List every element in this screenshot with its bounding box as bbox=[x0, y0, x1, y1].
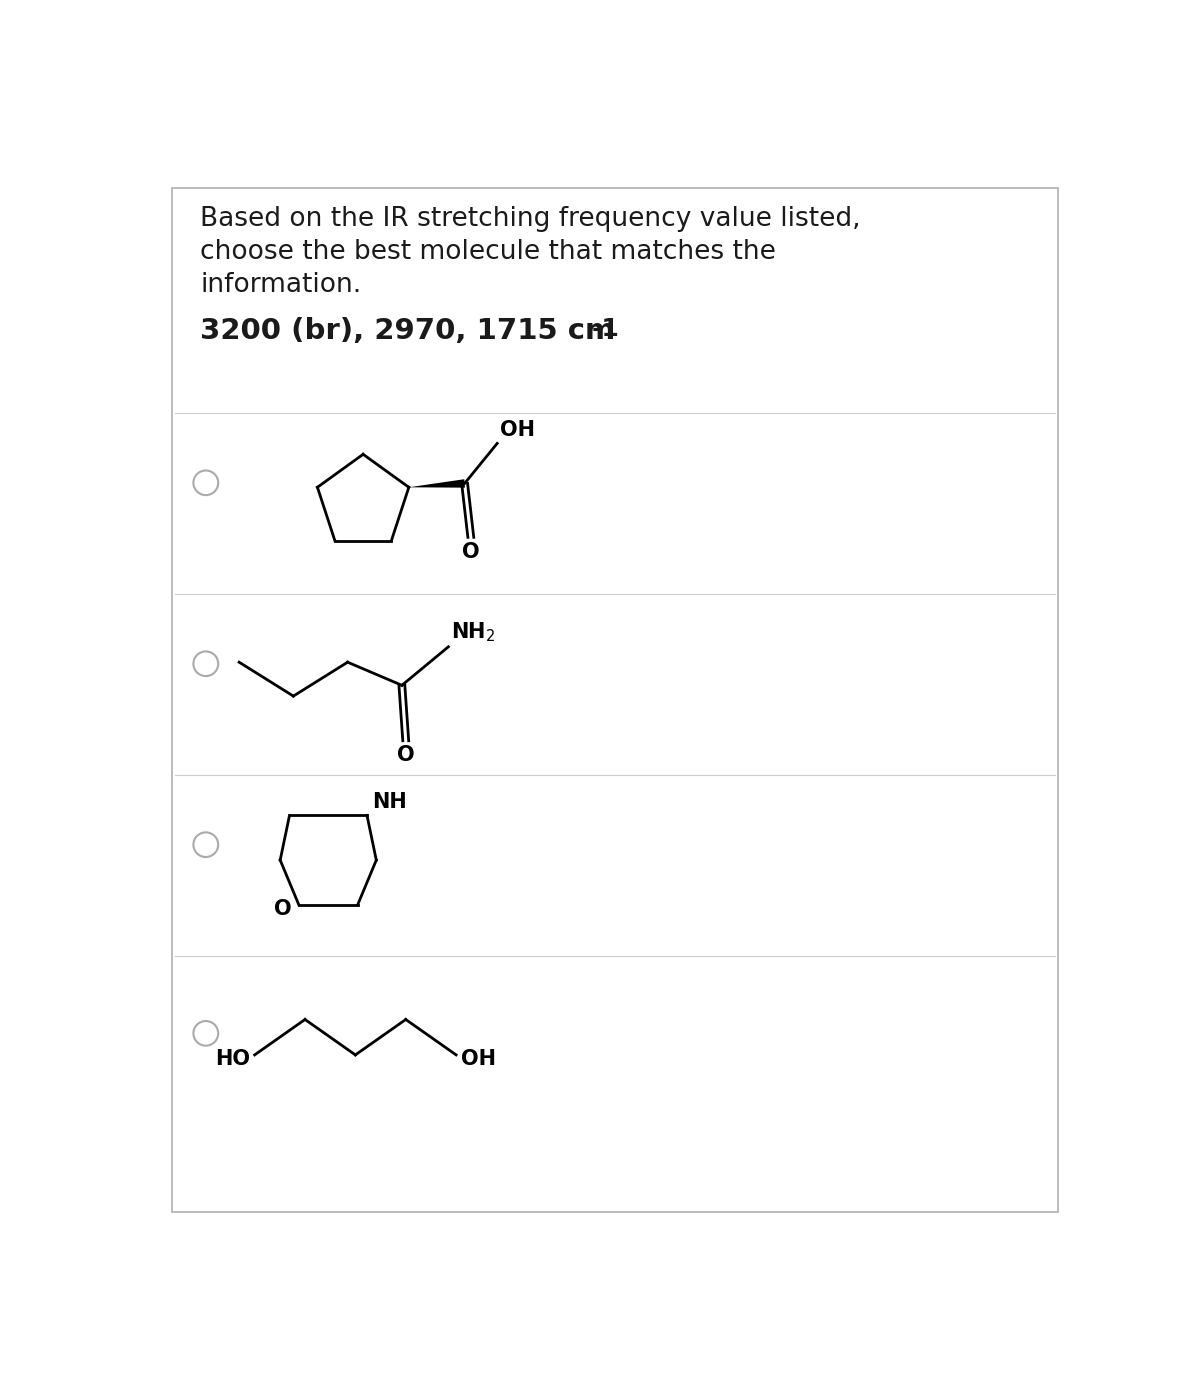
Text: O: O bbox=[274, 898, 292, 919]
Polygon shape bbox=[409, 480, 464, 488]
Text: O: O bbox=[462, 542, 480, 561]
Text: OH: OH bbox=[461, 1049, 496, 1069]
Text: OH: OH bbox=[500, 420, 535, 441]
Text: NH$_2$: NH$_2$ bbox=[451, 621, 496, 644]
Text: O: O bbox=[397, 746, 414, 765]
Text: Based on the IR stretching frequency value listed,: Based on the IR stretching frequency val… bbox=[200, 205, 862, 231]
Text: NH: NH bbox=[372, 791, 407, 812]
Text: -1: -1 bbox=[592, 317, 619, 341]
Text: 3200 (br), 2970, 1715 cm: 3200 (br), 2970, 1715 cm bbox=[200, 317, 616, 345]
Text: information.: information. bbox=[200, 272, 361, 298]
Text: choose the best molecule that matches the: choose the best molecule that matches th… bbox=[200, 238, 776, 265]
FancyBboxPatch shape bbox=[172, 188, 1058, 1211]
Text: HO: HO bbox=[215, 1049, 250, 1069]
